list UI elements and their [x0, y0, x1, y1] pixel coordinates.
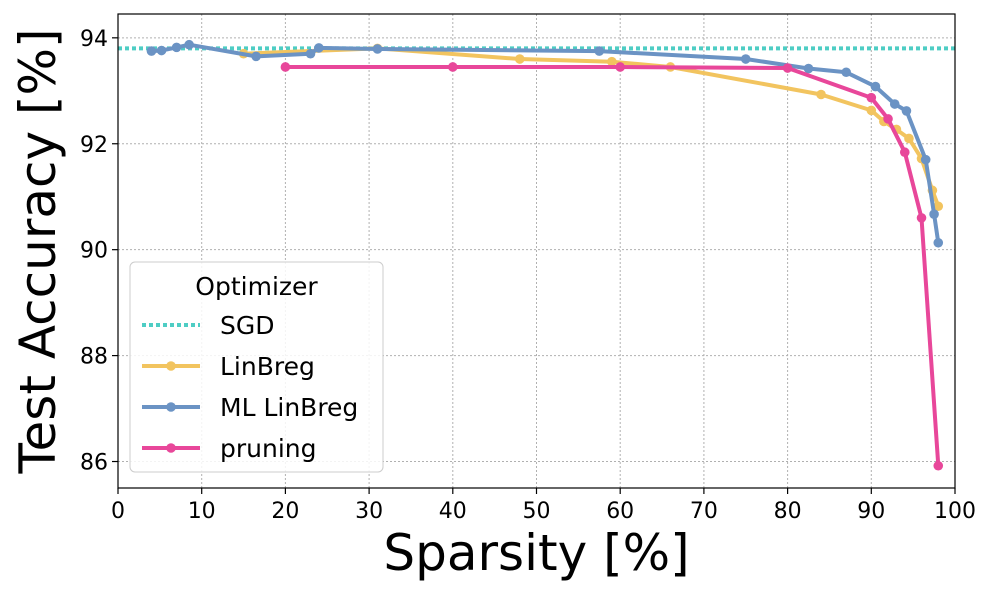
data-point — [803, 63, 814, 74]
legend-title: Optimizer — [195, 272, 318, 301]
x-tick-label: 70 — [690, 499, 718, 524]
y-tick-label: 90 — [80, 239, 108, 264]
series-ml-linbreg — [146, 39, 944, 248]
legend-box — [129, 261, 384, 473]
data-point — [841, 67, 851, 78]
legend-entry-linbreg: LinBreg — [142, 352, 315, 381]
data-point — [889, 99, 900, 109]
data-point — [594, 46, 605, 56]
y-tick-label: 92 — [80, 133, 108, 158]
data-point — [866, 105, 877, 116]
data-point — [782, 63, 793, 73]
data-point — [816, 89, 826, 100]
grid-layer — [117, 14, 956, 488]
data-point — [870, 81, 881, 92]
legend-label: LinBreg — [220, 352, 315, 381]
data-point — [904, 133, 914, 144]
x-tick-label: 20 — [271, 499, 299, 524]
legend-entry-pruning: pruning — [142, 434, 317, 463]
x-tick-label: 0 — [111, 499, 125, 524]
x-tick-label: 80 — [774, 499, 802, 524]
y-tick-label: 86 — [80, 451, 108, 476]
data-point — [448, 62, 458, 72]
x-tick-label: 60 — [606, 499, 634, 524]
series-pruning — [280, 62, 944, 471]
data-point — [866, 92, 877, 103]
legend-label: SGD — [220, 311, 275, 340]
data-point — [607, 56, 617, 67]
data-point — [314, 43, 324, 53]
x-tick-label: 90 — [857, 499, 885, 524]
x-tick-label: 30 — [355, 499, 383, 524]
series-line — [149, 42, 941, 245]
data-point — [171, 42, 182, 53]
data-point — [615, 62, 625, 72]
data-point — [305, 48, 316, 59]
data-point — [514, 54, 525, 64]
x-tick-label: 50 — [523, 499, 551, 524]
data-point — [933, 460, 944, 471]
data-point — [899, 147, 910, 158]
legend-label: pruning — [220, 434, 317, 463]
data-point — [146, 46, 157, 56]
data-point — [740, 54, 751, 64]
data-point — [929, 209, 939, 219]
data-point — [933, 201, 944, 212]
data-point — [372, 44, 383, 54]
data-point — [933, 237, 944, 248]
x-tick-label: 100 — [934, 499, 976, 524]
legend-entry-ml-linbreg: ML LinBreg — [142, 393, 358, 422]
data-point — [920, 154, 931, 165]
legend-entry-sgd: SGD — [142, 311, 275, 340]
y-axis-label: Test Accuracy [%] — [9, 28, 67, 474]
legend-label: ML LinBreg — [220, 393, 358, 422]
data-point — [901, 106, 912, 116]
data-point — [156, 45, 167, 56]
legend: Optimizer SGD LinBreg ML LinBreg pruning — [129, 261, 384, 473]
tick-layer: 0 10 20 30 40 50 60 70 80 90 100 86 88 90 92 94 — [80, 27, 976, 524]
legend-marker — [166, 443, 176, 453]
data-point — [184, 39, 194, 50]
data-point — [916, 213, 927, 223]
series-layer — [146, 39, 944, 471]
legend-entries: SGD LinBreg ML LinBreg pruning — [142, 311, 358, 463]
data-point — [883, 114, 893, 124]
data-point — [251, 51, 261, 62]
x-axis-label: Sparsity [%] — [383, 524, 689, 582]
y-tick-label: 88 — [80, 345, 108, 370]
data-point — [280, 62, 291, 72]
x-tick-label: 40 — [439, 499, 467, 524]
x-tick-label: 10 — [188, 499, 216, 524]
y-tick-label: 94 — [80, 27, 108, 52]
legend-marker — [166, 402, 176, 412]
legend-marker — [166, 361, 176, 371]
